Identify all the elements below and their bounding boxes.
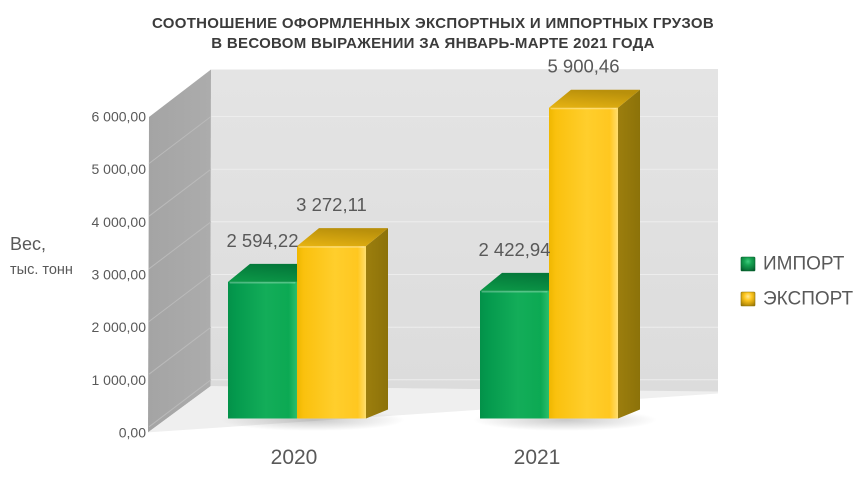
svg-text:2 422,94: 2 422,94 bbox=[478, 239, 550, 260]
svg-text:4 000,00: 4 000,00 bbox=[92, 214, 147, 230]
svg-text:1 000,00: 1 000,00 bbox=[92, 372, 147, 388]
svg-text:Вес,: Вес, bbox=[10, 234, 46, 254]
svg-text:2 594,22: 2 594,22 bbox=[226, 230, 298, 251]
svg-text:ЭКСПОРТ: ЭКСПОРТ bbox=[763, 289, 853, 310]
svg-text:2020: 2020 bbox=[271, 446, 318, 469]
svg-text:5 000,00: 5 000,00 bbox=[92, 161, 147, 177]
svg-text:ИМПОРТ: ИМПОРТ bbox=[763, 254, 845, 275]
svg-text:5 900,46: 5 900,46 bbox=[547, 56, 619, 77]
svg-text:2021: 2021 bbox=[514, 446, 561, 469]
svg-text:3 000,00: 3 000,00 bbox=[92, 267, 147, 283]
svg-text:6 000,00: 6 000,00 bbox=[92, 109, 147, 125]
svg-text:2 000,00: 2 000,00 bbox=[92, 319, 147, 335]
svg-text:0,00: 0,00 bbox=[119, 425, 146, 441]
svg-text:тыс. тонн: тыс. тонн bbox=[10, 262, 73, 278]
svg-text:3 272,11: 3 272,11 bbox=[296, 194, 367, 215]
